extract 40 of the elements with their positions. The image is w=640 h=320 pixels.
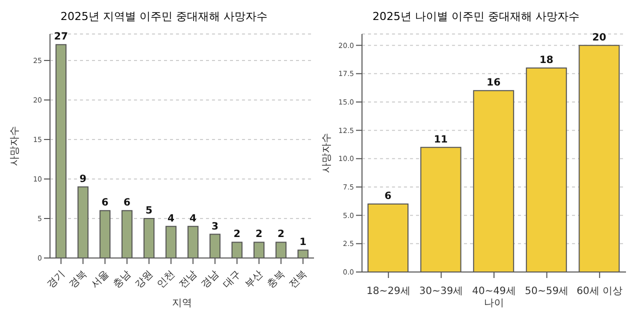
x-axis-title: 나이	[484, 298, 504, 309]
data-label: 27	[54, 32, 68, 43]
data-label: 20	[592, 32, 606, 44]
x-tick-label: 경북	[67, 268, 90, 291]
data-label: 2	[256, 229, 263, 240]
x-axis-title: 지역	[172, 298, 192, 309]
x-tick-label: 60세 이상	[576, 286, 623, 297]
x-tick-label: 50~59세	[524, 286, 569, 297]
x-tick-label: 충남	[111, 268, 134, 291]
data-label: 3	[212, 221, 219, 232]
data-label: 11	[434, 134, 448, 146]
data-label: 4	[190, 213, 197, 224]
chart-title: 2025년 나이별 이주민 중대재해 사망자수	[372, 9, 580, 25]
data-label: 6	[124, 198, 131, 209]
x-tick-label: 40~49세	[472, 286, 516, 297]
data-label: 6	[102, 198, 109, 209]
x-tick-label: 강원	[133, 268, 156, 291]
data-label: 1	[300, 237, 307, 248]
x-tick-label: 전남	[177, 268, 200, 291]
data-label: 6	[384, 191, 392, 202]
data-label: 5	[146, 205, 153, 216]
data-label: 16	[486, 78, 501, 89]
x-tick-label: 부산	[243, 268, 266, 291]
data-label: 2	[278, 229, 285, 240]
data-label: 18	[539, 55, 554, 66]
x-tick-label: 인천	[155, 268, 178, 291]
data-label: 9	[80, 174, 87, 185]
x-tick-label: 대구	[221, 268, 244, 291]
data-label: 2	[234, 229, 241, 240]
x-tick-label: 경기	[45, 268, 68, 291]
x-tick-label: 서울	[89, 268, 112, 291]
x-tick-label: 경남	[199, 268, 222, 291]
chart-title: 2025년 지역별 이주민 중대재해 사망자수	[60, 9, 268, 25]
x-tick-label: 18~29세	[366, 286, 410, 297]
data-label: 4	[168, 213, 175, 224]
y-axis-title: 사망자수	[322, 133, 333, 173]
x-tick-label: 충북	[265, 268, 288, 291]
x-tick-label: 전북	[287, 268, 310, 291]
y-axis-title: 사망자수	[10, 126, 21, 166]
x-tick-label: 30~39세	[419, 286, 464, 297]
